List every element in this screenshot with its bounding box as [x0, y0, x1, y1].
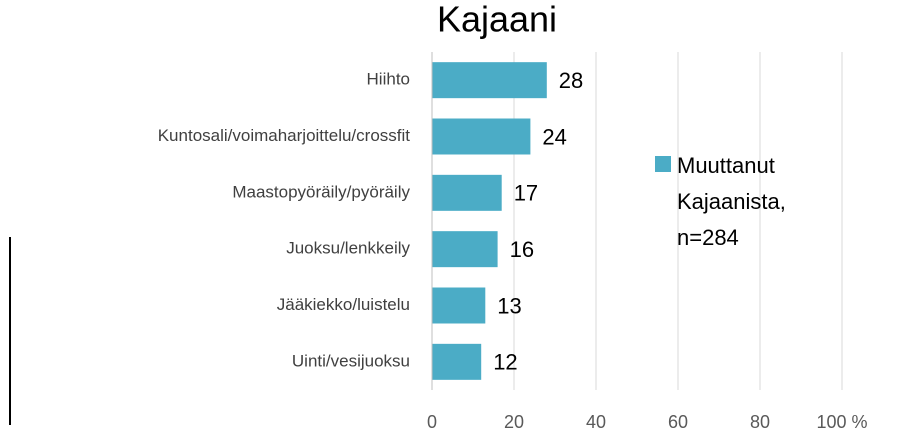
legend-label: Muuttanut Kajaanista, n=284: [677, 153, 786, 250]
data-label: 28: [559, 68, 583, 93]
bar: [432, 343, 482, 380]
x-tick-label: 40: [586, 412, 606, 432]
data-label: 16: [510, 237, 534, 262]
y-tick-label: Maastopyöräily/pyöräily: [232, 182, 410, 201]
x-tick-label: 80: [750, 412, 770, 432]
x-tick-label: 20: [504, 412, 524, 432]
x-tick-label: 0: [427, 412, 437, 432]
y-tick-label: Juoksu/lenkkeily: [286, 239, 410, 258]
bar: [432, 231, 498, 268]
x-tick-label: 60: [668, 412, 688, 432]
y-tick-label: Hiihto: [367, 70, 410, 89]
bar: [432, 174, 502, 211]
legend-swatch: [655, 156, 671, 172]
chart-title: Kajaani: [437, 0, 557, 40]
bar: [432, 118, 531, 155]
data-label: 17: [514, 181, 538, 206]
y-tick-label: Jääkiekko/luistelu: [277, 295, 410, 314]
y-tick-label: Kuntosali/voimaharjoittelu/crossfit: [158, 126, 411, 145]
bar: [432, 62, 547, 99]
bar: [432, 287, 486, 324]
x-tick-label: 100 %: [816, 412, 867, 432]
data-label: 12: [493, 350, 517, 375]
data-label: 13: [497, 293, 521, 318]
legend: Muuttanut Kajaanista, n=284: [655, 148, 815, 256]
y-tick-label: Uinti/vesijuoksu: [292, 351, 410, 370]
data-label: 24: [542, 124, 566, 149]
